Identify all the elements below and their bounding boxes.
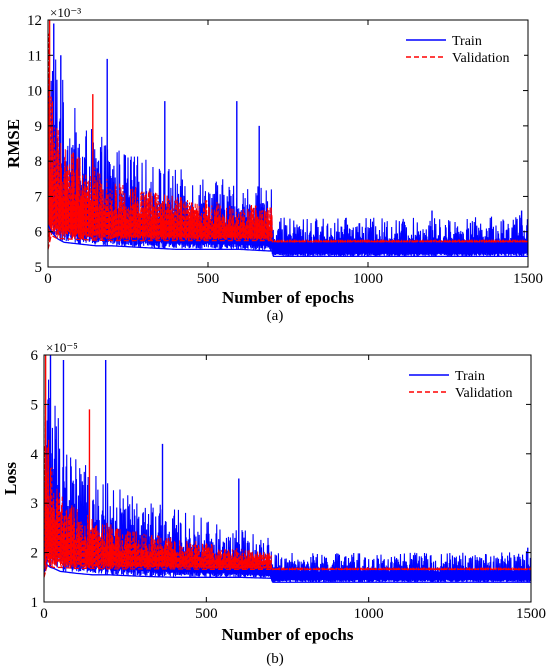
y-axis-title: RMSE — [4, 119, 23, 168]
y-tick-label: 9 — [35, 119, 43, 135]
legend-box — [403, 363, 527, 403]
series-validation-line — [44, 386, 531, 573]
x-tick-label: 0 — [40, 606, 48, 622]
y-tick-label: 11 — [28, 48, 42, 64]
chart-panel-0: 0 500 1000 1500 5 6 7 8 9 10 11 12 ×10⁻³ Number of ep… — [4, 5, 543, 324]
y-exponent-label: ×10⁻³ — [50, 5, 81, 20]
legend: Train Validation — [403, 363, 527, 403]
x-tick-label: 1500 — [513, 271, 543, 287]
y-tick-label: 5 — [35, 260, 43, 276]
x-tick-label: 500 — [197, 271, 220, 287]
y-tick-label: 7 — [35, 189, 43, 205]
series-train-baseline — [44, 563, 531, 583]
series-train-line — [44, 379, 531, 583]
axes-frame — [43, 354, 532, 603]
series-train-baseline — [48, 224, 528, 258]
x-tick-label: 1000 — [354, 606, 384, 622]
y-tick-label: 3 — [31, 496, 39, 512]
panel-label: (b) — [266, 651, 284, 667]
legend-label-train: Train — [452, 34, 482, 49]
axes-frame — [47, 19, 529, 268]
x-tick-label: 1000 — [353, 271, 383, 287]
y-tick-label: 10 — [27, 84, 42, 100]
x-tick-label: 500 — [195, 606, 218, 622]
plot-area — [44, 355, 531, 583]
legend-label-validation: Validation — [455, 386, 513, 401]
y-tick-label: 12 — [27, 13, 42, 29]
series-validation-baseline — [48, 234, 528, 250]
y-tick-label: 1 — [31, 595, 39, 611]
x-tick-label: 0 — [44, 271, 52, 287]
legend-label-validation: Validation — [452, 51, 510, 66]
legend-label-train: Train — [455, 369, 485, 384]
legend-box — [400, 28, 524, 68]
legend: Train Validation — [400, 28, 524, 68]
y-axis-title: Loss — [1, 462, 20, 495]
panel-label: (a) — [267, 308, 284, 324]
plot-area — [48, 20, 528, 258]
y-tick-label: 2 — [31, 546, 39, 562]
x-axis-title: Number of epochs — [222, 288, 354, 307]
y-tick-label: 4 — [31, 447, 39, 463]
y-tick-label: 8 — [35, 154, 43, 170]
x-axis-title: Number of epochs — [222, 625, 354, 644]
y-exponent-label: ×10⁻⁵ — [46, 340, 78, 355]
y-tick-label: 5 — [31, 397, 39, 413]
y-tick-label: 6 — [31, 348, 39, 364]
series-validation-baseline — [44, 564, 531, 578]
chart-panel-1: 0 500 1000 1500 1 2 3 4 5 6 ×10⁻⁵ Number of epochs L… — [1, 340, 546, 667]
y-tick-label: 6 — [35, 225, 43, 241]
x-tick-label: 1500 — [516, 606, 546, 622]
